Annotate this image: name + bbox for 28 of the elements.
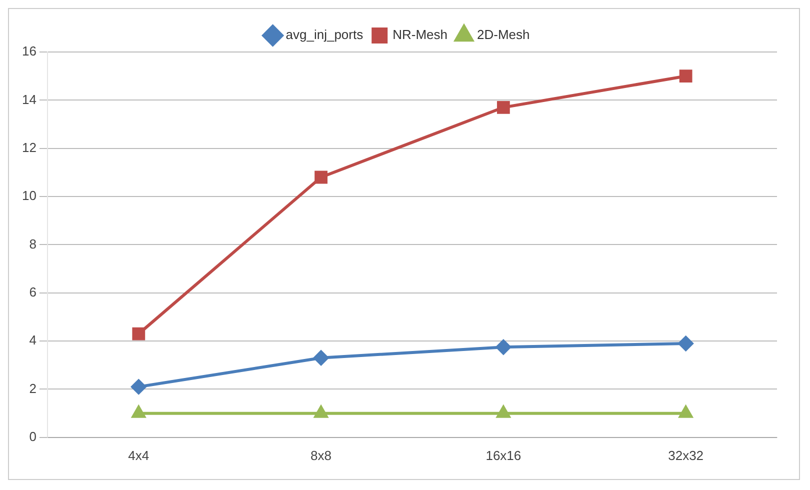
x-tick-label: 32x32 bbox=[668, 448, 704, 463]
y-tick-label: 0 bbox=[29, 428, 36, 444]
x-tick-label: 8x8 bbox=[310, 448, 332, 463]
point bbox=[496, 406, 510, 418]
point bbox=[496, 340, 511, 355]
point bbox=[678, 336, 694, 351]
y-tick-label: 4 bbox=[29, 332, 36, 348]
y-tick-label: 10 bbox=[22, 188, 36, 204]
point bbox=[314, 170, 328, 184]
x-tick-label: 16x16 bbox=[486, 448, 522, 463]
x-tick-label: 4x4 bbox=[128, 448, 150, 463]
y-tick-label: 12 bbox=[22, 140, 36, 155]
point bbox=[314, 406, 328, 418]
point bbox=[131, 379, 146, 394]
point bbox=[132, 406, 146, 418]
legend-label: NR-Mesh bbox=[392, 27, 448, 42]
y-tick-label: 2 bbox=[29, 380, 36, 396]
point bbox=[132, 327, 146, 340]
y-tick-label: 14 bbox=[22, 92, 36, 107]
point bbox=[496, 100, 510, 114]
y-tick-label: 6 bbox=[29, 284, 36, 300]
legend-label: avg_inj_ports bbox=[286, 27, 364, 42]
y-tick-label: 8 bbox=[29, 236, 36, 252]
point bbox=[679, 70, 692, 83]
y-tick-label: 16 bbox=[22, 44, 36, 59]
point bbox=[679, 406, 693, 418]
point bbox=[314, 350, 329, 366]
legend-label: 2D-Mesh bbox=[476, 27, 530, 42]
